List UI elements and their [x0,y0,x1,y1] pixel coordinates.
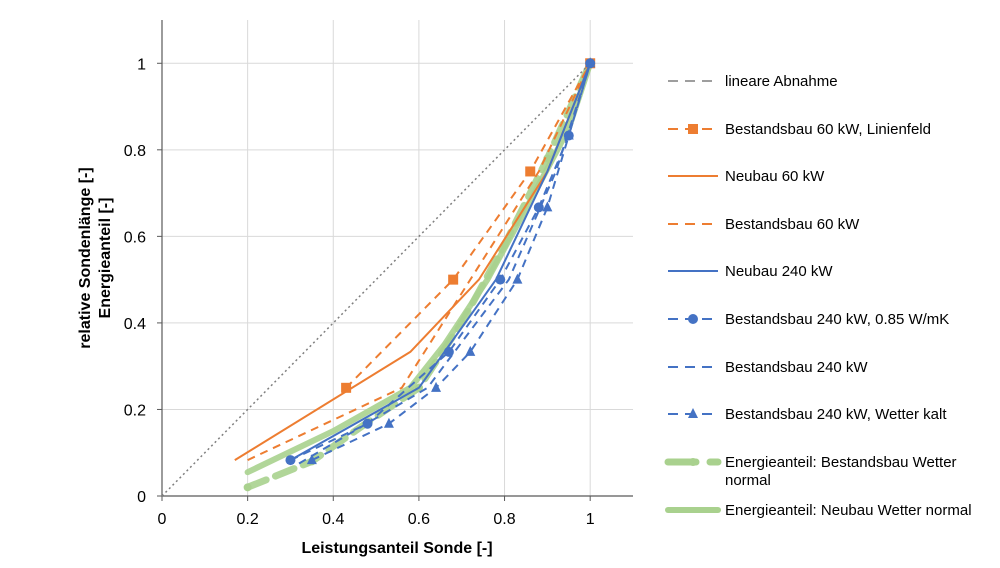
marker-circle [443,346,454,357]
legend-label: Bestandsbau 240 kW [725,359,868,376]
marker-circle [688,314,698,324]
legend-label: Energieanteil: Neubau Wetter normal [725,502,972,519]
series-line [244,59,594,491]
series-line [247,62,592,462]
y-tick-label: 0.2 [124,402,146,419]
series-neubau-240-kw [290,62,592,461]
grid [162,20,633,496]
legend-item-energieanteil-bestandsbau-wetter-normal: Energieanteil: Bestandsbau Wetter normal [664,454,957,489]
series-line [244,60,594,476]
x-tick-label: 0.8 [493,511,515,528]
marker-triangle [542,201,553,212]
series-lineare-abnahme [161,62,591,497]
legend-item-bestandsbau-240-kw-0-85-w-mk: Bestandsbau 240 kW, 0.85 W/mK [668,311,949,328]
legend-label: Bestandsbau 60 kW, Linienfeld [725,121,931,138]
x-tick-label: 0.4 [322,511,344,528]
marker-triangle [383,417,394,428]
marker-square [688,124,698,134]
legend: lineare Abnahme Bestandsbau 60 kW, Linien… [664,73,972,519]
series-bestandsbau-60-kw [247,62,592,462]
legend-label: Energieanteil: Bestandsbau Wetter normal [725,454,957,489]
series-bestandsbau-60-kw-linienfeld [341,58,596,393]
series-line [290,62,592,461]
legend-item-bestandsbau-60-kw: Bestandsbau 60 kW [668,216,860,233]
legend-label: Neubau 240 kW [725,263,833,280]
x-tick-label: 1 [586,511,595,528]
marker-triangle [306,454,317,465]
legend-item-bestandsbau-240-kw: Bestandsbau 240 kW [668,359,868,376]
x-tick-label: 0.6 [408,511,430,528]
legend-item-neubau-60-kw: Neubau 60 kW [668,168,825,185]
y-tick-label: 0 [137,489,146,506]
marker-triangle [465,345,476,356]
series-line [290,63,592,462]
legend-label: Neubau 60 kW [725,168,825,185]
series-line [161,62,591,497]
marker-triangle [585,57,596,68]
legend-item-energieanteil-neubau-wetter-normal: Energieanteil: Neubau Wetter normal [665,502,972,519]
y-axis-title-line2: Energieanteil [-] [97,198,114,319]
legend-label: Bestandsbau 240 kW, Wetter kalt [725,406,947,423]
series-line [234,62,592,461]
series-line [345,62,592,389]
axes [157,20,633,501]
marker-triangle [512,273,523,284]
series-bestandsbau-240-kw-0-85-w-mk [285,58,596,466]
legend-label: Bestandsbau 60 kW [725,216,860,233]
marker-square [448,274,459,285]
marker-circle [285,455,296,466]
legend-label: lineare Abnahme [725,73,838,90]
marker-circle [243,483,252,492]
series-line [311,63,592,462]
series-energieanteil-neubau-wetter-normal [244,60,594,476]
marker-circle [689,458,697,466]
legend-label: Bestandsbau 240 kW, 0.85 W/mK [725,311,949,328]
marker-triangle [563,129,574,140]
series-bestandsbau-240-kw-wetter-kalt [306,57,596,465]
marker-triangle [688,408,698,418]
marker-square [341,382,352,393]
x-tick-label: 0.2 [237,511,259,528]
series-neubau-60-kw [234,62,592,461]
marker-square [525,166,536,177]
legend-item-bestandsbau-240-kw-wetter-kalt: Bestandsbau 240 kW, Wetter kalt [668,406,947,423]
y-tick-label: 0.6 [124,229,146,246]
x-axis-title: Leistungsanteil Sonde [-] [301,540,492,557]
marker-circle [362,418,373,429]
legend-item-neubau-240-kw: Neubau 240 kW [668,263,833,280]
marker-circle [495,274,506,285]
series-bestandsbau-240-kw [298,62,592,465]
marker-triangle [431,381,442,392]
y-tick-label: 0.8 [124,143,146,160]
legend-item-lineare-abnahme: lineare Abnahme [668,73,838,90]
y-tick-label: 1 [137,56,146,73]
y-axis-title-line1: relative Sondenlänge [-] [77,167,94,348]
y-tick-label: 0.4 [124,316,146,333]
x-tick-label: 0 [158,511,167,528]
tick-labels: 0 0.2 0.4 0.6 0.8 1 0 0.2 0.4 0.6 0.8 1 [124,56,595,528]
series-line [298,62,592,465]
legend-item-bestandsbau-60-kw-linienfeld: Bestandsbau 60 kW, Linienfeld [668,121,931,138]
series-lines [161,57,596,497]
